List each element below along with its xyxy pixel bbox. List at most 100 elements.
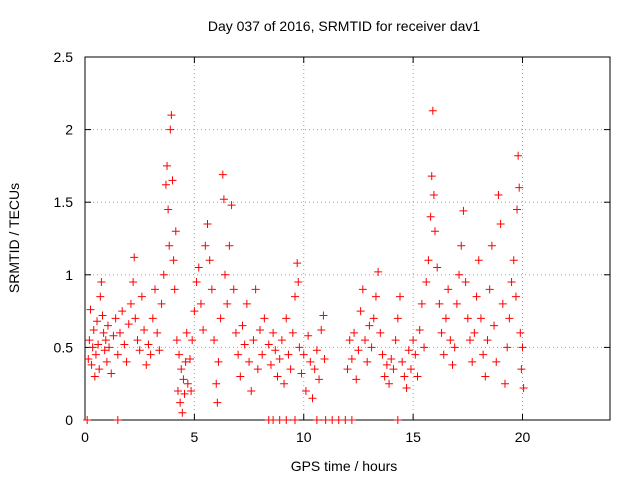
data-point: [299, 350, 308, 359]
y-tick-label: 0.5: [54, 339, 74, 355]
data-point: [518, 343, 527, 352]
data-point: [294, 278, 303, 287]
data-point: [161, 180, 170, 189]
data-point: [441, 314, 450, 323]
data-point: [194, 263, 203, 272]
data-point: [142, 360, 151, 369]
data-point: [376, 328, 385, 337]
data-point: [431, 227, 439, 236]
data-point: [120, 340, 129, 349]
data-point: [374, 267, 383, 276]
data-point: [387, 355, 396, 364]
data-point: [501, 379, 509, 388]
data-point: [280, 379, 289, 388]
data-point: [385, 379, 394, 388]
data-point: [196, 299, 205, 308]
data-point: [273, 372, 282, 381]
data-point: [126, 299, 135, 308]
data-point: [101, 336, 110, 345]
data-point: [297, 369, 306, 378]
y-tick-label: 2: [65, 122, 73, 138]
data-point: [83, 416, 92, 424]
data-point: [433, 263, 442, 272]
data-point: [186, 355, 194, 364]
data-point: [435, 299, 444, 308]
data-point: [393, 314, 402, 323]
data-point: [312, 346, 321, 355]
data-point: [225, 241, 234, 250]
data-point: [207, 285, 216, 294]
y-tick-label: 2.5: [54, 49, 74, 65]
data-point: [199, 325, 208, 334]
data-point: [113, 416, 122, 424]
data-point: [86, 305, 95, 314]
data-point: [140, 325, 149, 334]
data-point: [210, 336, 219, 345]
data-point: [190, 307, 199, 316]
data-point: [494, 190, 503, 199]
data-point: [503, 343, 512, 352]
data-point: [282, 416, 291, 424]
data-point: [258, 350, 267, 359]
data-point: [347, 416, 356, 424]
data-point: [124, 320, 133, 329]
data-point: [236, 372, 245, 381]
data-point: [463, 314, 472, 323]
data-point: [389, 365, 398, 374]
data-point: [393, 416, 402, 424]
data-point: [169, 256, 178, 265]
data-point: [315, 375, 324, 384]
data-point: [167, 111, 176, 120]
data-point: [212, 379, 221, 388]
data-point: [219, 195, 228, 204]
x-axis-label: GPS time / hours: [291, 458, 398, 474]
data-point: [171, 227, 180, 236]
data-point: [284, 350, 293, 359]
data-point: [97, 278, 106, 287]
data-point: [422, 278, 431, 287]
data-point: [417, 299, 426, 308]
data-point: [264, 340, 273, 349]
data-point: [103, 321, 112, 330]
data-point: [216, 314, 225, 323]
data-point: [88, 343, 97, 352]
data-point: [137, 292, 146, 301]
data-point: [455, 270, 464, 279]
data-point: [306, 357, 315, 366]
data-point: [151, 285, 159, 294]
data-point: [107, 369, 116, 378]
data-point: [380, 372, 389, 381]
data-point: [317, 325, 326, 334]
data-point: [203, 219, 212, 228]
data-point: [481, 372, 490, 381]
data-point: [490, 321, 499, 330]
chart-title: Day 037 of 2016, SRMTID for receiver dav…: [208, 18, 481, 34]
data-point: [188, 336, 197, 345]
data-point: [155, 346, 164, 355]
data-point: [350, 328, 359, 337]
data-point: [429, 190, 438, 199]
data-point: [240, 340, 249, 349]
data-point: [181, 357, 190, 366]
data-point: [238, 321, 247, 330]
data-point: [509, 256, 518, 265]
y-tick-label: 1.5: [54, 194, 74, 210]
data-point: [218, 170, 227, 179]
data-point: [133, 336, 142, 345]
x-tick-label: 20: [515, 429, 531, 445]
x-tick-label: 0: [81, 429, 89, 445]
data-point: [492, 357, 501, 366]
data-point: [175, 350, 184, 359]
data-point: [271, 346, 280, 355]
data-point: [176, 398, 185, 407]
data-point: [192, 278, 201, 287]
data-point: [400, 372, 409, 381]
data-point: [507, 278, 516, 287]
data-point: [511, 292, 520, 301]
data-point: [415, 325, 424, 334]
data-point: [84, 355, 93, 364]
data-point: [291, 292, 299, 301]
points-layer: [83, 106, 528, 424]
data-point: [446, 336, 455, 345]
